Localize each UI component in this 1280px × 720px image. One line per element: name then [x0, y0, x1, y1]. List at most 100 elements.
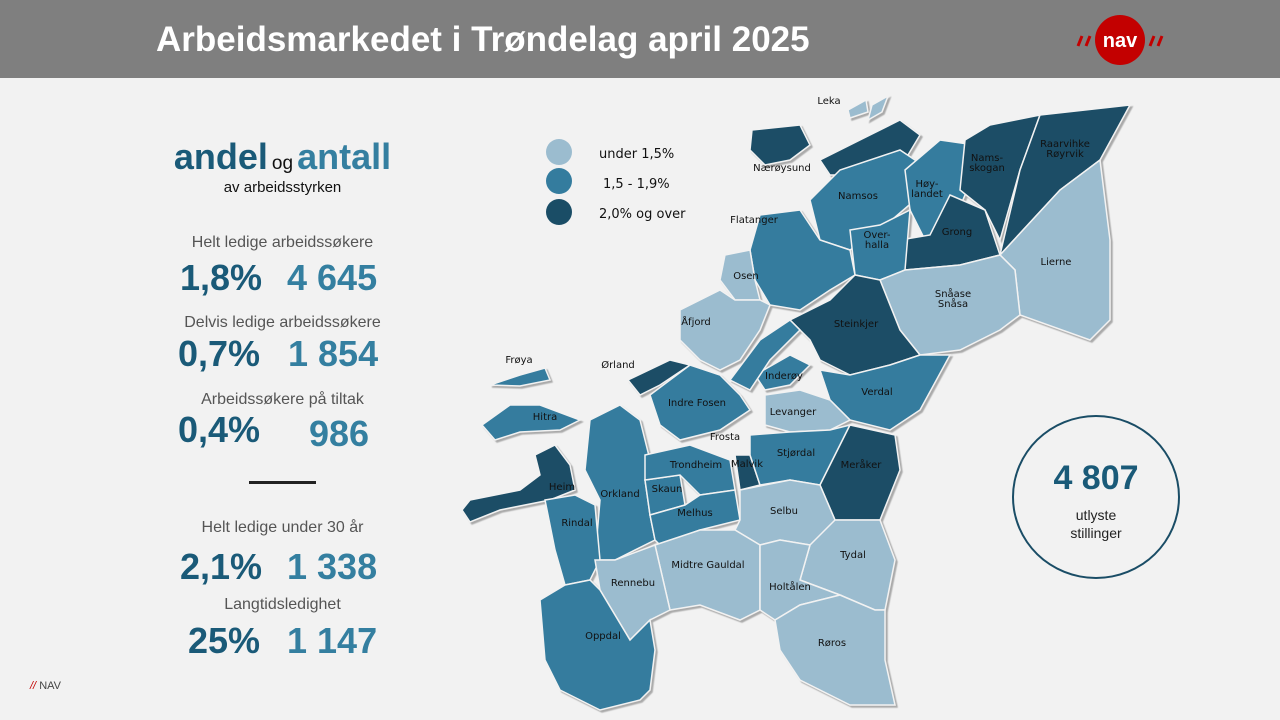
- label-line: Steinkjer: [834, 319, 879, 330]
- footer-slashes: //: [30, 680, 37, 692]
- label-line: Meråker: [841, 458, 883, 471]
- region-rindal: [544, 494, 601, 586]
- footer-nav: // NAV: [30, 680, 61, 692]
- label-line: Levanger: [770, 407, 817, 418]
- page-title: Arbeidsmarkedet i Trøndelag april 2025: [156, 20, 810, 59]
- label-line: Inderøy: [765, 371, 803, 382]
- region-heim: [461, 444, 576, 523]
- region-røros: [774, 594, 896, 706]
- label-line: Lierne: [1041, 257, 1072, 268]
- label-hitra: Hitra: [533, 412, 557, 423]
- label-line: Midtre Gauldal: [671, 560, 744, 571]
- label-steinkjer: Steinkjer: [834, 319, 879, 330]
- label-line: Ørland: [601, 359, 635, 371]
- region-hitra: [480, 404, 582, 441]
- heading-og: og: [271, 153, 294, 174]
- label-verdal: Verdal: [861, 387, 892, 398]
- label-line: Rennebu: [611, 578, 655, 589]
- label-line: Høy-: [916, 179, 939, 190]
- postings-line1: utlyste: [1075, 507, 1117, 523]
- postings-line2: stillinger: [1070, 525, 1122, 541]
- region-inderøy: [753, 354, 812, 391]
- label-line: skogan: [969, 163, 1005, 174]
- region-nams-skogan: [959, 114, 1042, 243]
- header-bar: Arbeidsmarkedet i Trøndelag april 2025 n…: [0, 0, 1280, 78]
- heading-andel: andel: [173, 136, 268, 177]
- label-tydal: Tydal: [839, 550, 866, 561]
- stat-count: 1 854: [288, 333, 379, 374]
- region-frøya: [489, 367, 552, 387]
- label-midtre-gauldal: Midtre Gauldal: [671, 560, 744, 571]
- region-nærøysund: [749, 124, 811, 166]
- legend-label-high: 2,0% og over: [599, 207, 686, 222]
- region-oppdal: [539, 579, 656, 711]
- stat-label: Helt ledige arbeidssøkere: [191, 234, 374, 251]
- region-ørland: [626, 359, 692, 396]
- legend-label-mid: 1,5 - 1,9%: [603, 177, 670, 192]
- label-skaun: Skaun: [652, 484, 683, 495]
- stat-percent: 25%: [188, 620, 261, 661]
- label-line: Tydal: [839, 550, 866, 561]
- label-nærøysund: Nærøysund: [753, 163, 811, 174]
- label-holtålen: Holtålen: [769, 580, 811, 593]
- label-line: Stjørdal: [777, 448, 815, 459]
- region-leka: [847, 98, 869, 119]
- label-selbu: Selbu: [770, 506, 798, 517]
- stat-label: Arbeidssøkere på tiltak: [201, 391, 364, 408]
- label-namsos: Namsos: [838, 191, 878, 202]
- stat-percent: 2,1%: [180, 546, 263, 587]
- legend-swatch-low: [546, 139, 572, 165]
- label-levanger: Levanger: [770, 407, 817, 418]
- legend-label-low: under 1,5%: [599, 147, 675, 162]
- label-line: Indre Fosen: [668, 398, 726, 409]
- label-line: landet: [911, 189, 943, 200]
- label-trondheim: Trondheim: [669, 460, 722, 471]
- label-line: Oppdal: [585, 631, 621, 642]
- label-line: Leka: [817, 96, 840, 107]
- label-grong: Grong: [942, 227, 972, 238]
- postings-count: 4 807: [1053, 459, 1139, 497]
- heading-subtitle: av arbeidsstyrken: [223, 179, 342, 196]
- region-indre-fosen: [649, 364, 752, 441]
- label-stjørdal: Stjørdal: [777, 448, 815, 459]
- stat-label: Langtidsledighet: [224, 596, 341, 613]
- legend-swatch-mid: [546, 168, 572, 194]
- label-line: Malvik: [731, 459, 763, 470]
- stats-heading: andel og antall: [150, 136, 415, 178]
- label-meråker: Meråker: [841, 458, 883, 471]
- label-line: Holtålen: [769, 580, 811, 593]
- label-line: Snåase: [935, 287, 971, 300]
- label-line: Namsos: [838, 191, 878, 202]
- label-rindal: Rindal: [561, 518, 592, 529]
- label-raarvihke-røyrvik: Raarvihke Røyrvik: [1040, 139, 1090, 160]
- label-line: Melhus: [677, 508, 712, 519]
- label-lierne: Lierne: [1041, 257, 1072, 268]
- label-line: Skaun: [652, 484, 683, 495]
- map-labels: Leka Nærøysund Namsos Høy-landet Nams-skogan…: [505, 96, 1090, 649]
- label-line: Selbu: [770, 506, 798, 517]
- label-line: Flatanger: [730, 215, 779, 226]
- label-høy-landet: Høy-landet: [911, 179, 943, 200]
- label-line: Snåsa: [938, 297, 968, 310]
- stat-count: 1 147: [287, 620, 378, 661]
- label-line: Frøya: [505, 355, 532, 366]
- label-line: Osen: [733, 271, 759, 282]
- label-osen: Osen: [733, 271, 759, 282]
- label-heim: Heim: [549, 482, 575, 493]
- legend: [546, 139, 572, 225]
- label-indre-fosen: Indre Fosen: [668, 398, 726, 409]
- label-frosta: Frosta: [710, 432, 740, 443]
- region-midtre-gauldal: [654, 529, 761, 621]
- label-line: Grong: [942, 227, 972, 238]
- label-ørland: Ørland: [601, 359, 635, 371]
- label-åfjord: Åfjord: [681, 315, 711, 328]
- label-line: Hitra: [533, 412, 557, 423]
- label-line: Trondheim: [669, 460, 722, 471]
- region-inderøy: [728, 319, 802, 391]
- label-flatanger: Flatanger: [730, 215, 779, 226]
- label-line: Heim: [549, 482, 575, 493]
- label-line: Røyrvik: [1046, 149, 1084, 160]
- label-line: halla: [865, 240, 889, 251]
- label-line: Frosta: [710, 432, 740, 443]
